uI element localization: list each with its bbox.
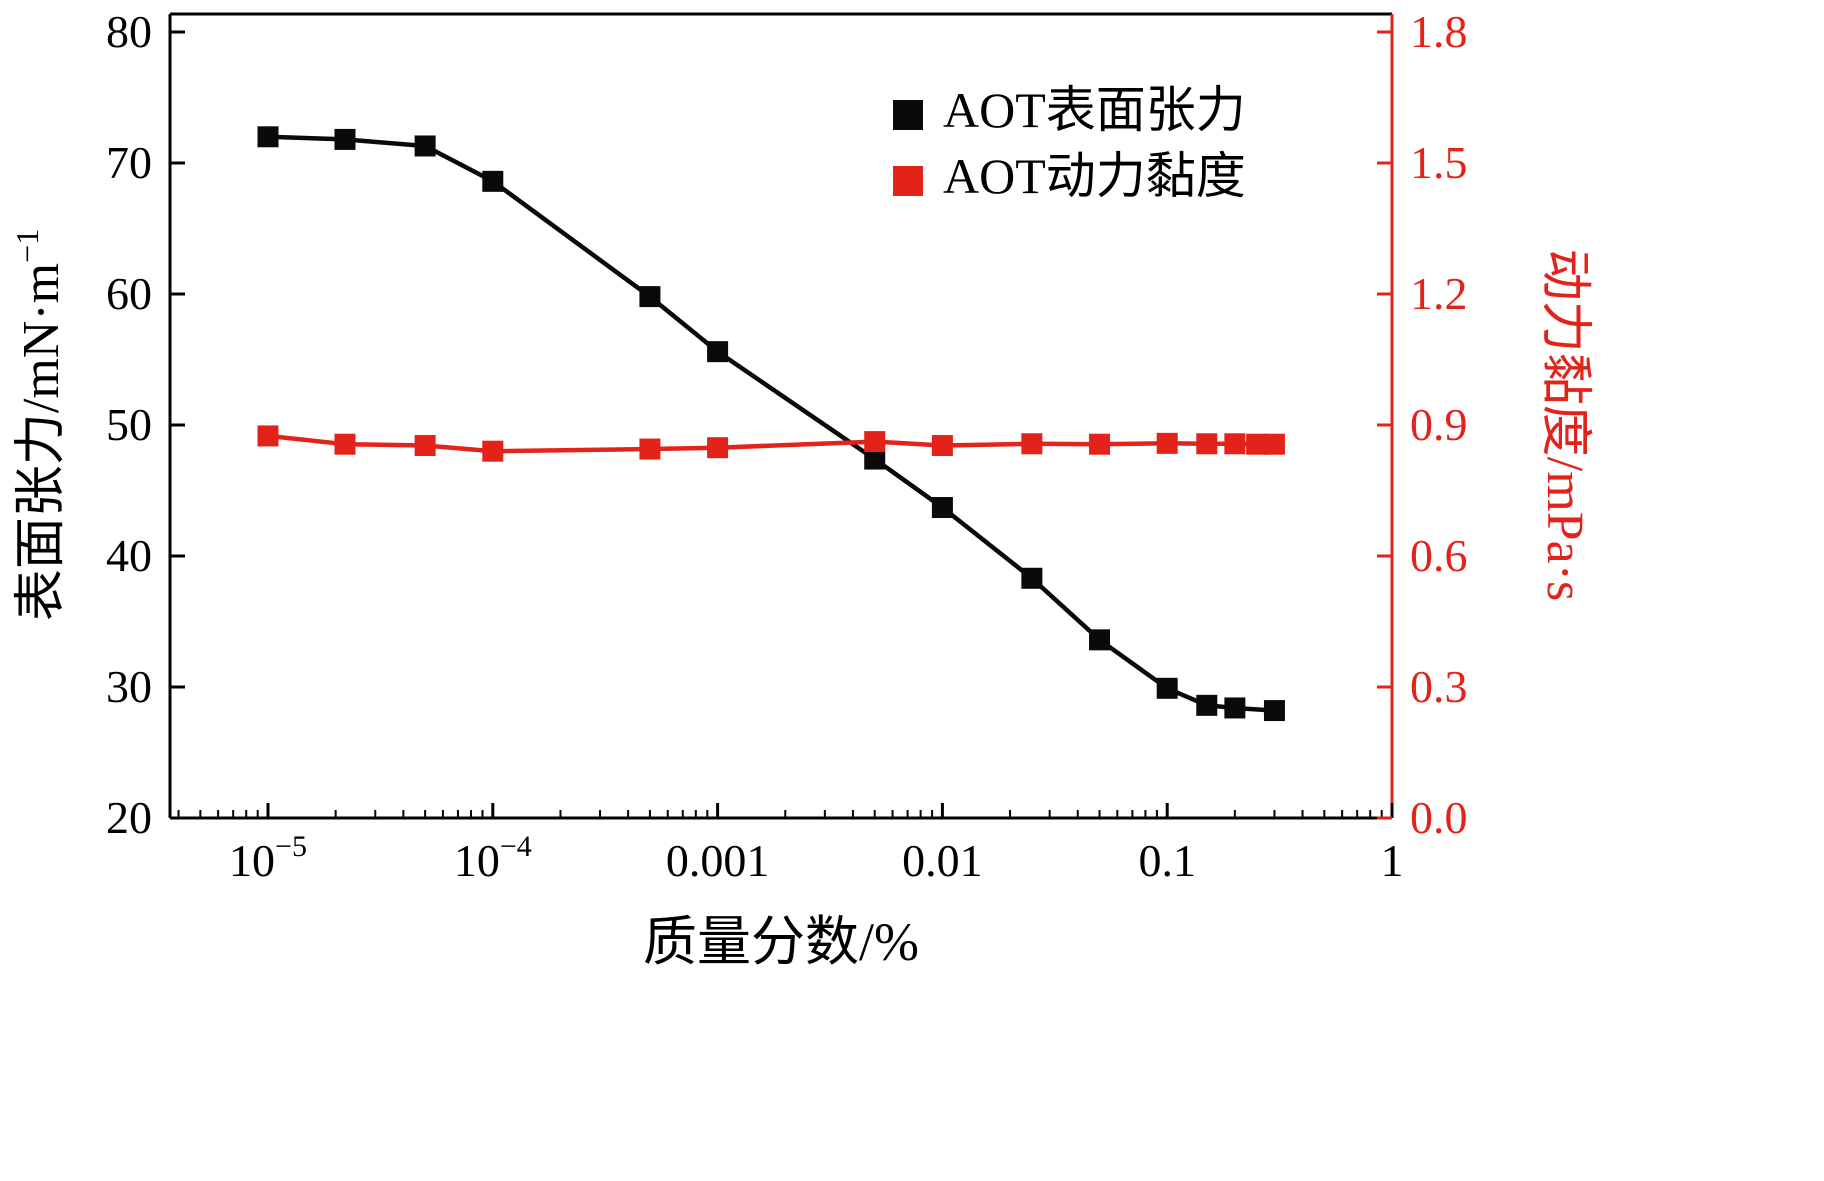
y-left-tick-label: 80 (106, 6, 152, 57)
y-left-tick-label: 20 (106, 792, 152, 843)
y-left-tick-label: 40 (106, 530, 152, 581)
x-tick-label: 10−4 (454, 830, 532, 886)
series-marker-1 (1196, 433, 1218, 455)
y-right-tick-label: 1.2 (1410, 268, 1468, 319)
series-marker-1 (257, 425, 279, 447)
series-marker-1 (1156, 432, 1178, 454)
series-marker-1 (334, 433, 356, 455)
series-marker-0 (482, 170, 504, 192)
series-marker-1 (1263, 433, 1285, 455)
series-marker-0 (1156, 677, 1178, 699)
series-marker-0 (414, 135, 436, 157)
legend-label-0: AOT表面张力 (943, 82, 1246, 138)
series-marker-1 (1021, 433, 1043, 455)
x-tick-label: 0.1 (1138, 835, 1196, 886)
series-marker-1 (1246, 433, 1268, 455)
series-marker-0 (707, 341, 729, 363)
legend-marker-1 (893, 166, 923, 196)
y-left-tick-label: 50 (106, 399, 152, 450)
series-marker-0 (1263, 700, 1285, 722)
series-marker-1 (414, 435, 436, 457)
series-marker-1 (639, 438, 661, 460)
x-axis-title: 质量分数/% (643, 912, 919, 972)
series-marker-0 (334, 128, 356, 150)
y-left-tick-label: 70 (106, 137, 152, 188)
series-marker-1 (482, 440, 504, 462)
series-line-0 (265, 134, 1277, 713)
series-marker-1 (1224, 433, 1246, 455)
series-marker-0 (1021, 567, 1043, 589)
y-right-tick-label: 0.3 (1410, 661, 1468, 712)
series-marker-0 (864, 448, 886, 470)
x-tick-label: 10−5 (229, 830, 307, 886)
series-marker-0 (931, 497, 953, 519)
y-left-axis-title: 表面张力/mN·m−1 (9, 229, 70, 621)
x-tick-label: 1 (1381, 835, 1404, 886)
y-right-tick-label: 0.0 (1410, 792, 1468, 843)
y-right-tick-label: 1.5 (1410, 137, 1468, 188)
y-right-tick-label: 1.8 (1410, 6, 1468, 57)
series-marker-0 (1224, 697, 1246, 719)
series-marker-0 (257, 126, 279, 148)
series-marker-1 (864, 431, 886, 453)
y-left-tick-label: 30 (106, 661, 152, 712)
y-right-tick-label: 0.6 (1410, 530, 1468, 581)
series-marker-1 (1089, 433, 1111, 455)
legend-marker-0 (893, 100, 923, 130)
series-marker-1 (931, 435, 953, 457)
x-tick-label: 0.001 (666, 835, 770, 886)
y-left-tick-label: 60 (106, 268, 152, 319)
y-right-tick-label: 0.9 (1410, 399, 1468, 450)
series-marker-1 (707, 437, 729, 459)
series-marker-0 (1089, 629, 1111, 651)
y-right-axis-title: 动力黏度/mPa·s (1536, 249, 1593, 601)
legend-label-1: AOT动力黏度 (943, 148, 1246, 204)
series-marker-0 (1196, 694, 1218, 716)
series-marker-0 (639, 286, 661, 308)
x-tick-label: 0.01 (902, 835, 983, 886)
